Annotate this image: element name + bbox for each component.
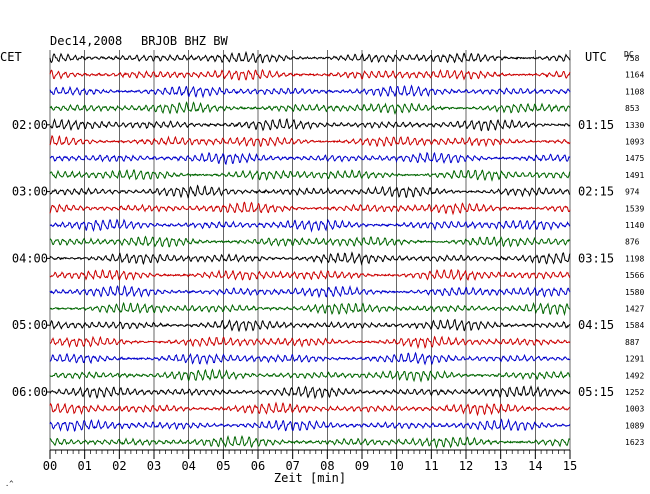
seismic-trace-6 — [49, 151, 571, 165]
x-tick-label: 06 — [251, 459, 265, 473]
dc-offset-value: 1584 — [625, 321, 644, 330]
dc-offset-value: 1623 — [625, 438, 644, 447]
x-tick-label: 02 — [112, 459, 126, 473]
dc-offset-value: 853 — [625, 104, 640, 113]
dc-offset-value: 1539 — [625, 204, 644, 213]
axis-layer: 7581164110885313301093147514919741539114… — [12, 54, 645, 473]
seismic-trace-15 — [49, 301, 571, 317]
left-hour-label: 02:00 — [12, 118, 48, 132]
x-tick-label: 05 — [216, 459, 230, 473]
left-timezone-label: CET — [0, 50, 22, 64]
seismic-trace-5 — [49, 134, 571, 148]
right-hour-label: 05:15 — [578, 385, 614, 399]
x-tick-label: 01 — [77, 459, 91, 473]
left-hour-label: 04:00 — [12, 251, 48, 265]
seismic-trace-4 — [49, 118, 571, 132]
dc-offset-value: 887 — [625, 338, 640, 347]
x-tick-label: 08 — [320, 459, 334, 473]
left-hour-label: 03:00 — [12, 185, 48, 199]
seismic-trace-22 — [49, 418, 571, 432]
seismic-trace-7 — [49, 168, 571, 182]
seismic-trace-0 — [49, 50, 571, 64]
dc-offset-value: 1003 — [625, 405, 644, 414]
right-hour-label: 04:15 — [578, 318, 614, 332]
seismic-trace-23 — [49, 435, 571, 449]
right-timezone-label: UTC — [585, 50, 607, 64]
x-tick-label: 14 — [528, 459, 542, 473]
dc-offset-value: 1108 — [625, 87, 644, 96]
right-hour-label: 01:15 — [578, 118, 614, 132]
chart-station: BRJOB BHZ BW — [141, 34, 228, 48]
grid-layer — [49, 50, 571, 450]
x-tick-label: 15 — [563, 459, 577, 473]
x-tick-label: 07 — [285, 459, 299, 473]
seismic-trace-8 — [49, 184, 571, 199]
dc-offset-value: 1491 — [625, 171, 644, 180]
seismic-trace-19 — [49, 368, 571, 383]
x-tick-label: 03 — [147, 459, 161, 473]
dc-offset-value: 974 — [625, 188, 640, 197]
dc-offset-value: 1140 — [625, 221, 644, 230]
left-hour-label: 05:00 — [12, 318, 48, 332]
dc-offset-value: 1164 — [625, 71, 644, 80]
seismic-trace-20 — [49, 385, 571, 400]
left-hour-label: 06:00 — [12, 385, 48, 399]
dc-offset-value: 1252 — [625, 388, 644, 397]
seismic-trace-18 — [49, 351, 571, 366]
x-tick-label: 11 — [424, 459, 438, 473]
seismic-trace-2 — [49, 84, 571, 99]
seismic-trace-14 — [49, 284, 571, 299]
corner-mark: .^ — [5, 480, 13, 488]
x-tick-label: 12 — [459, 459, 473, 473]
seismic-trace-1 — [49, 68, 571, 81]
dc-offset-value: 1089 — [625, 421, 644, 430]
trace-layer — [49, 50, 571, 449]
dc-offset-value: 1330 — [625, 121, 644, 130]
dc-offset-value: 876 — [625, 238, 640, 247]
seismic-trace-12 — [49, 251, 571, 266]
seismic-trace-9 — [49, 201, 571, 216]
seismic-trace-21 — [49, 401, 570, 417]
dc-offset-value: 1492 — [625, 371, 644, 380]
seismic-trace-13 — [49, 268, 571, 282]
dc-offset-value: 1198 — [625, 254, 644, 263]
x-tick-label: 09 — [355, 459, 369, 473]
dc-offset-value: 1427 — [625, 305, 644, 314]
seismic-trace-10 — [49, 218, 571, 233]
dc-offset-value: 1475 — [625, 154, 644, 163]
right-hour-label: 03:15 — [578, 251, 614, 265]
seismic-trace-16 — [49, 318, 571, 333]
seismic-trace-11 — [49, 235, 571, 248]
x-tick-label: 10 — [389, 459, 403, 473]
dc-offset-value: 1291 — [625, 355, 644, 364]
dc-offset-value: 1566 — [625, 271, 644, 280]
dc-offset-value: 1093 — [625, 138, 644, 147]
chart-date: Dec14,2008 — [50, 34, 122, 48]
x-tick-label: 00 — [43, 459, 57, 473]
dc-label: DC — [624, 50, 634, 59]
seismic-trace-17 — [49, 335, 571, 350]
x-tick-label: 13 — [493, 459, 507, 473]
right-hour-label: 02:15 — [578, 185, 614, 199]
dc-offset-value: 1580 — [625, 288, 644, 297]
dc-offset-value: 758 — [625, 54, 640, 63]
x-axis-label: Zeit [min] — [274, 471, 346, 485]
x-tick-label: 04 — [181, 459, 195, 473]
seismic-trace-3 — [49, 101, 571, 115]
